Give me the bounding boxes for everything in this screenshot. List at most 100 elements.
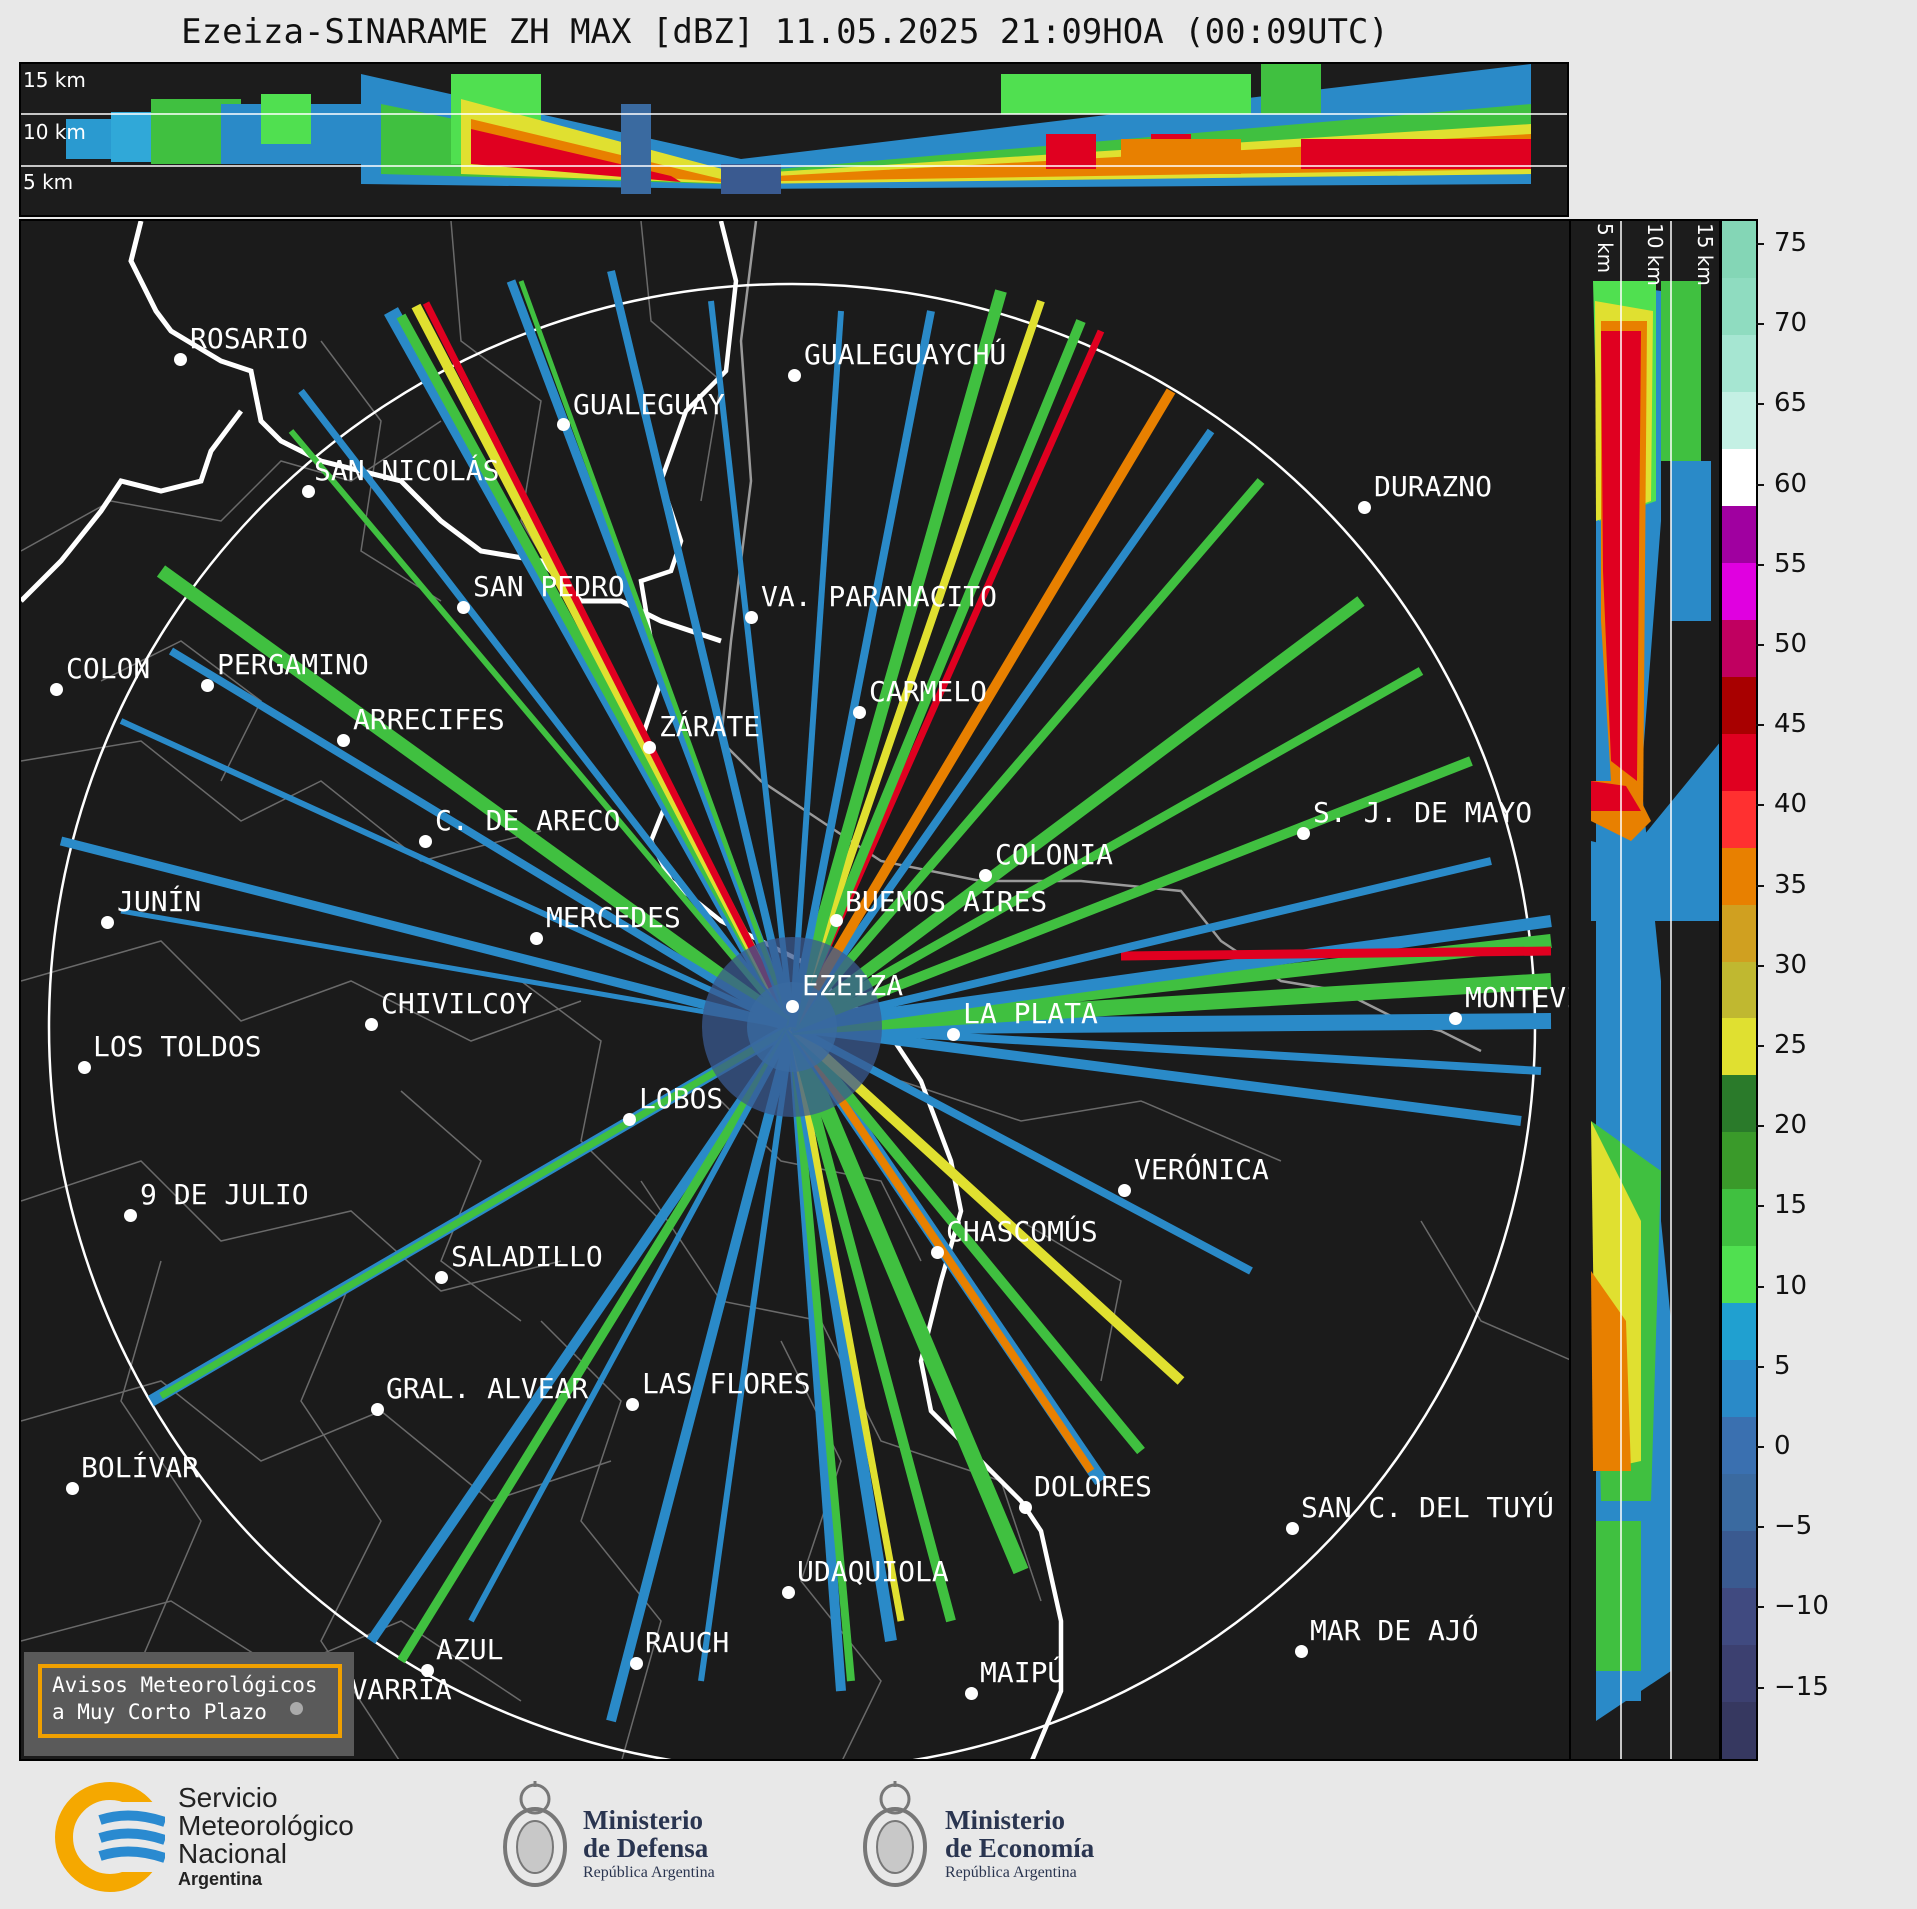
city-dot-zarate	[643, 741, 656, 754]
city-dot-dolores	[1019, 1501, 1032, 1514]
city-dot-maipu	[965, 1687, 978, 1700]
city-label-ezeiza: EZEIZA	[802, 969, 904, 1002]
city-label-dolores: DOLORES	[1034, 1470, 1153, 1503]
colorbar-segment	[1722, 1303, 1756, 1362]
smn-logo-icon	[55, 1782, 165, 1892]
side-height-label-5km: 5 km	[1593, 223, 1617, 274]
city-label-rosario: ROSARIO	[190, 322, 309, 355]
side-cross-section-plot	[1591, 221, 1719, 1759]
colorbar-tick-label: 0	[1756, 1431, 1791, 1461]
smn-line1: Servicio	[178, 1782, 278, 1813]
city-dot-olavarria	[290, 1702, 303, 1715]
colorbar-tick-label: −5	[1755, 1511, 1812, 1541]
top-cross-section-plot	[21, 64, 1567, 194]
city-dot-saladillo	[435, 1271, 448, 1284]
city-dot-udaquiola	[782, 1586, 795, 1599]
city-label-zarate: ZÁRATE	[659, 710, 761, 743]
colorbar-tick-label: −10	[1756, 1591, 1829, 1621]
city-dot-montevideo	[1449, 1012, 1462, 1025]
economia-line2: de Economía	[945, 1833, 1095, 1863]
colorbar-segment	[1722, 505, 1756, 564]
city-label-durazno: DURAZNO	[1374, 470, 1493, 503]
colorbar-segment	[1722, 1075, 1756, 1134]
colorbar-segment	[1722, 1189, 1756, 1248]
city-label-colon: COLON	[66, 652, 151, 685]
colorbar-tick-label: 75	[1755, 228, 1807, 258]
city-dot-va-paranacito	[745, 611, 758, 624]
colorbar-tick-label: 15	[1755, 1190, 1807, 1220]
city-label-mercedes: MERCEDES	[546, 901, 681, 934]
colorbar-segment	[1722, 904, 1756, 963]
top-height-label-10km: 10 km	[23, 120, 86, 144]
colorbar-tick-label: 55	[1755, 549, 1807, 579]
colorbar-tick-label: 35	[1755, 870, 1807, 900]
economia-line1: Ministerio	[945, 1805, 1065, 1835]
parana-river	[128, 221, 722, 644]
side-height-label-10km: 10 km	[1643, 223, 1667, 286]
city-dot-lobos	[623, 1113, 636, 1126]
colorbar-tick-label: 20	[1755, 1110, 1807, 1140]
city-label-bolivar: BOLÍVAR	[81, 1451, 200, 1484]
city-label-rauch: RAUCH	[645, 1626, 730, 1659]
city-label-colonia: COLONIA	[995, 838, 1114, 871]
city-dot-durazno	[1358, 501, 1371, 514]
city-label-chascomus: CHASCOMÚS	[946, 1215, 1098, 1248]
city-dot-c-de-areco	[419, 835, 432, 848]
colorbar-segment	[1722, 790, 1756, 849]
city-dot-ezeiza	[786, 1000, 799, 1013]
city-dot-rosario	[174, 353, 187, 366]
city-label-montevideo: MONTEVIDEO	[1465, 981, 1569, 1014]
colorbar-segment	[1722, 847, 1756, 906]
city-dot-las-flores	[626, 1398, 639, 1411]
city-dot-san-pedro	[457, 601, 470, 614]
colorbar-tick-label: 10	[1755, 1271, 1807, 1301]
smn-line4: Argentina	[178, 1869, 263, 1889]
colorbar-tick-label: 50	[1755, 629, 1807, 659]
city-dot-rauch	[630, 1657, 643, 1670]
city-dot-chivilcoy	[365, 1018, 378, 1031]
aviso-line2: a Muy Corto Plazo	[52, 1700, 267, 1724]
city-dot-gral-alvear	[371, 1403, 384, 1416]
colorbar-tick-label: 45	[1755, 709, 1807, 739]
colorbar-segment	[1722, 1018, 1756, 1077]
city-dot-sj-de-mayo	[1297, 827, 1310, 840]
city-dot-chascomus	[931, 1246, 944, 1259]
city-label-lobos: LOBOS	[639, 1082, 724, 1115]
city-label-buenos-aires: BUENOS AIRES	[845, 885, 1048, 918]
city-dot-san-c-del-tuyu	[1286, 1522, 1299, 1535]
colorbar-segment	[1722, 733, 1756, 792]
colorbar-segment	[1722, 391, 1756, 450]
colorbar-segment	[1722, 334, 1756, 393]
city-label-maipu: MAIPÚ	[980, 1656, 1065, 1689]
radar-map-panel	[19, 219, 1571, 1761]
colorbar	[1720, 219, 1758, 1761]
colorbar-segment	[1722, 676, 1756, 735]
top-cross-section-panel: 15 km 10 km 5 km	[19, 62, 1569, 217]
colorbar-segment	[1722, 1246, 1756, 1305]
city-label-san-c-del-tuyu-clip: SAN C. DEL TUYÚ	[1301, 1491, 1569, 1531]
colorbar-segment	[1722, 562, 1756, 621]
city-dot-gualeguaychu	[788, 369, 801, 382]
city-dot-9-de-julio	[124, 1209, 137, 1222]
city-label-sj-de-mayo: S. J. DE MAYO	[1313, 796, 1533, 829]
colorbar-tick-label: 65	[1755, 388, 1807, 418]
city-label-c-de-areco: C. DE ARECO	[435, 804, 621, 837]
city-dot-los-toldos	[78, 1061, 91, 1074]
city-label-la-plata: LA PLATA	[963, 997, 1098, 1030]
colorbar-segment	[1722, 1702, 1756, 1759]
smn-line2: Meteorológico	[178, 1810, 354, 1841]
defensa-line1: Ministerio	[583, 1805, 703, 1835]
city-label-las-flores: LAS FLORES	[642, 1367, 811, 1400]
city-label-saladillo: SALADILLO	[451, 1240, 603, 1273]
city-dot-junin	[101, 916, 114, 929]
defensa-line2: de Defensa	[583, 1833, 709, 1863]
city-dot-azul	[421, 1664, 434, 1677]
colorbar-segment	[1722, 1132, 1756, 1191]
city-label-mar-de-ajo: MAR DE AJÓ	[1310, 1614, 1479, 1647]
side-height-label-15km: 15 km	[1693, 223, 1717, 286]
city-label-veronica: VERÓNICA	[1134, 1153, 1269, 1186]
city-label-san-c-del-tuyu: SAN C. DEL TUYÚ	[1301, 1491, 1554, 1524]
city-dot-gualeguay	[557, 418, 570, 431]
side-cross-section-panel: 5 km 10 km 15 km	[1569, 219, 1721, 1761]
aviso-link[interactable]: Avisos Meteorológicos a Muy Corto Plazo	[38, 1664, 342, 1738]
